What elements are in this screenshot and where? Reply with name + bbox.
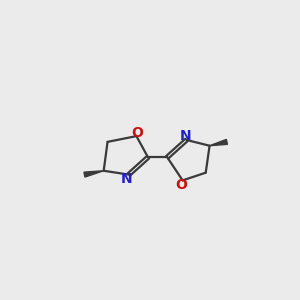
Polygon shape (84, 171, 104, 177)
Text: O: O (131, 126, 143, 140)
Text: N: N (121, 172, 133, 186)
Text: O: O (176, 178, 188, 192)
Text: N: N (180, 129, 191, 143)
Polygon shape (210, 140, 227, 146)
